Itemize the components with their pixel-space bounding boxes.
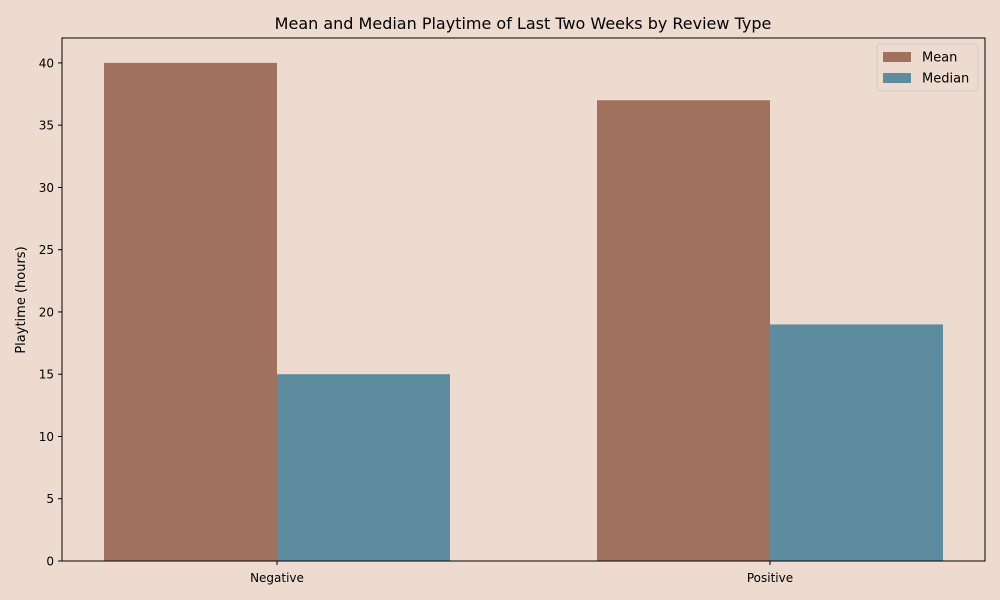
bar-mean-negative (104, 62, 277, 562)
y-tick-label: 20 (39, 305, 54, 319)
bar-median-positive (770, 324, 943, 561)
y-axis-label: Playtime (hours) (14, 246, 29, 353)
bar-mean-positive (597, 100, 770, 561)
legend-swatch-mean (883, 52, 911, 62)
x-tick-label: Negative (250, 571, 304, 585)
legend-label-median: Median (922, 72, 969, 87)
legend-swatch-median (883, 73, 911, 83)
legend: Mean Median (876, 43, 979, 92)
y-tick-label: 35 (39, 119, 54, 133)
plot-area: 0 5 10 15 20 25 30 35 40 Negative Positive (39, 37, 986, 585)
plot-frame (61, 37, 986, 562)
y-tick-label: 15 (39, 368, 54, 382)
x-tick-label: Positive (747, 571, 793, 585)
bar-median-negative (277, 374, 450, 561)
y-tick-label: 5 (46, 492, 54, 506)
y-tick-label: 30 (39, 181, 54, 195)
y-tick-label: 25 (39, 243, 54, 257)
y-tick-label: 10 (39, 430, 54, 444)
y-tick-label: 0 (46, 555, 54, 569)
chart-title: Mean and Median Playtime of Last Two Wee… (275, 14, 772, 33)
y-tick-label: 40 (39, 56, 54, 70)
legend-label-mean: Mean (922, 51, 957, 66)
